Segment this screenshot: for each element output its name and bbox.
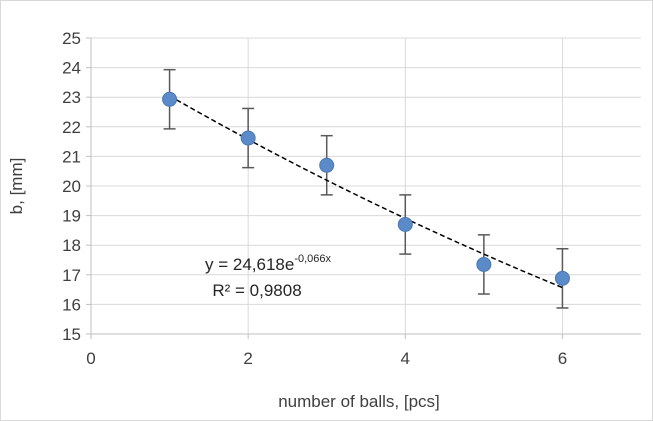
x-tick-label-6: 6 bbox=[558, 349, 567, 368]
data-point bbox=[476, 256, 492, 272]
x-tick-label-4: 4 bbox=[401, 349, 410, 368]
data-points bbox=[162, 91, 570, 286]
equation-base: y = 24,618e bbox=[205, 255, 294, 274]
x-tick-labels: 0 2 4 6 bbox=[86, 349, 567, 368]
data-point bbox=[240, 130, 256, 146]
y-tick-label-20: 20 bbox=[62, 177, 81, 196]
y-tick-label-24: 24 bbox=[62, 59, 81, 78]
trendline bbox=[169, 95, 563, 289]
r-squared-label: R² = 0,9808 bbox=[212, 281, 301, 300]
y-tick-label-21: 21 bbox=[62, 147, 81, 166]
y-axis-label: b, [mm] bbox=[7, 158, 26, 215]
equation-exponent: -0,066x bbox=[294, 253, 331, 265]
trendline-equation: y = 24,618e-0,066x bbox=[205, 253, 332, 274]
y-tick-label-22: 22 bbox=[62, 118, 81, 137]
y-tick-label-25: 25 bbox=[62, 29, 81, 48]
data-point bbox=[554, 270, 570, 286]
data-point bbox=[397, 216, 413, 232]
grid-lines bbox=[91, 37, 641, 335]
x-tick-label-2: 2 bbox=[243, 349, 252, 368]
y-tick-label-17: 17 bbox=[62, 266, 81, 285]
y-tick-label-23: 23 bbox=[62, 88, 81, 107]
data-point bbox=[319, 157, 335, 173]
y-tick-label-19: 19 bbox=[62, 207, 81, 226]
x-axis-label: number of balls, [pcs] bbox=[278, 392, 440, 411]
y-tick-label-16: 16 bbox=[62, 295, 81, 314]
y-tick-label-15: 15 bbox=[62, 325, 81, 344]
x-tick-label-0: 0 bbox=[86, 349, 95, 368]
data-point bbox=[162, 91, 178, 107]
y-tick-label-18: 18 bbox=[62, 236, 81, 255]
axes bbox=[86, 37, 641, 339]
y-tick-labels: 15 16 17 18 19 20 21 22 23 24 25 bbox=[62, 29, 81, 344]
